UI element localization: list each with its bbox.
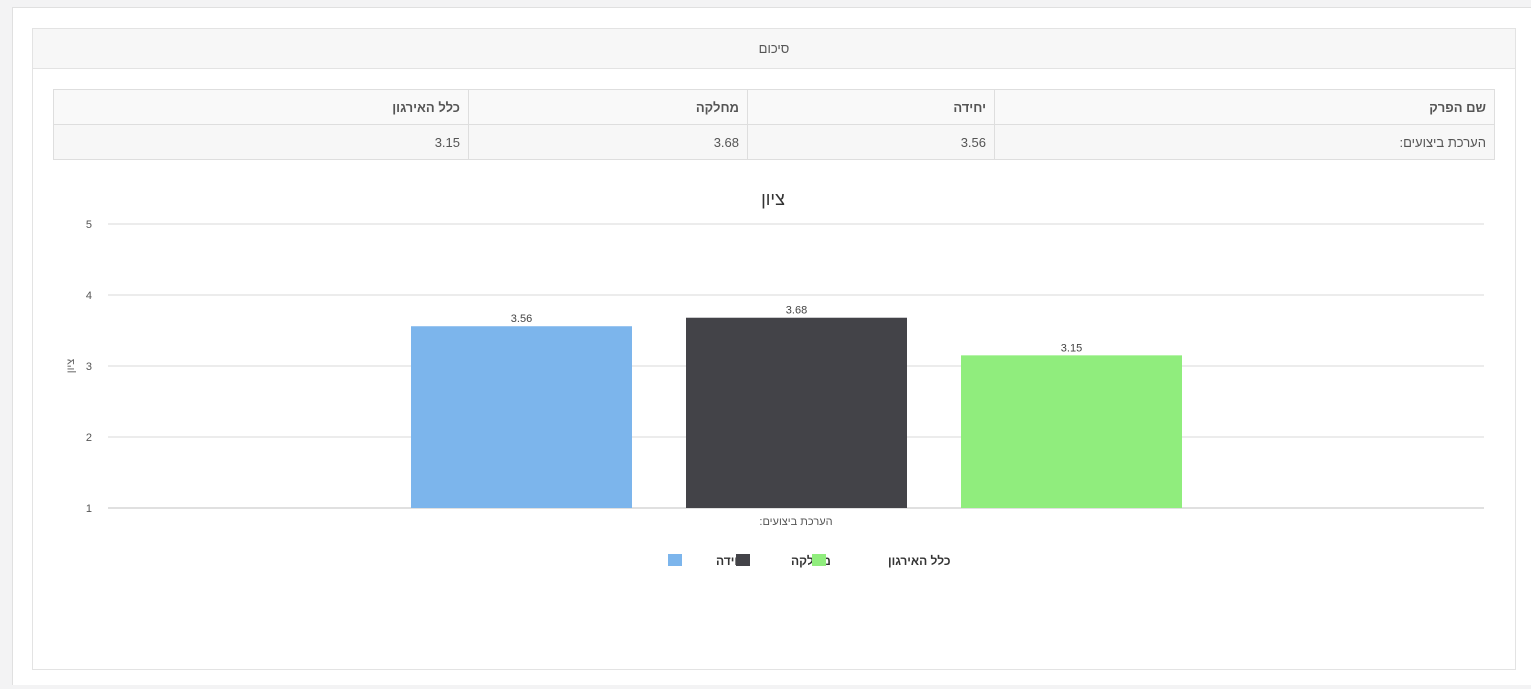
y-axis-label: ציון xyxy=(65,359,77,374)
y-tick-label: 1 xyxy=(86,503,92,515)
column-header-unit: יחידה xyxy=(747,89,995,125)
table-header-row: שם הפרק יחידה מחלקה כלל האירגון xyxy=(53,89,1495,125)
summary-table: שם הפרק יחידה מחלקה כלל האירגון הערכת בי… xyxy=(53,89,1495,160)
x-tick-label: הערכת ביצועים: xyxy=(759,516,832,528)
column-header-organization: כלל האירגון xyxy=(53,89,469,125)
table-cell: 3.15 xyxy=(53,124,469,160)
column-header-chapter-name: שם הפרק xyxy=(994,89,1495,125)
legend-item: יחידה xyxy=(668,554,746,568)
table-cell: 3.56 xyxy=(747,124,995,160)
y-tick-label: 2 xyxy=(86,432,92,444)
y-tick-label: 3 xyxy=(86,361,92,373)
y-tick-label: 5 xyxy=(86,219,92,231)
table-cell: הערכת ביצועים: xyxy=(994,124,1495,160)
bar-1 xyxy=(411,326,632,508)
legend-item: כלל האירגון xyxy=(812,554,951,568)
legend-swatch xyxy=(812,554,826,566)
data-label: 3.56 xyxy=(511,313,532,325)
legend-swatch xyxy=(736,554,750,566)
column-header-department: מחלקה xyxy=(468,89,748,125)
data-label: 3.15 xyxy=(1061,342,1082,354)
legend-label: כלל האירגון xyxy=(888,554,951,568)
table-cell: 3.68 xyxy=(468,124,748,160)
table-row: הערכת ביצועים: 3.56 3.68 3.15 xyxy=(53,124,1495,160)
bar-2 xyxy=(686,317,907,508)
data-label: 3.68 xyxy=(786,305,807,317)
bar-3 xyxy=(961,355,1182,508)
legend-swatch xyxy=(668,554,682,566)
y-tick-label: 4 xyxy=(86,290,92,302)
panel-title: סיכום xyxy=(33,29,1515,69)
chart-title: ציון xyxy=(761,189,785,209)
